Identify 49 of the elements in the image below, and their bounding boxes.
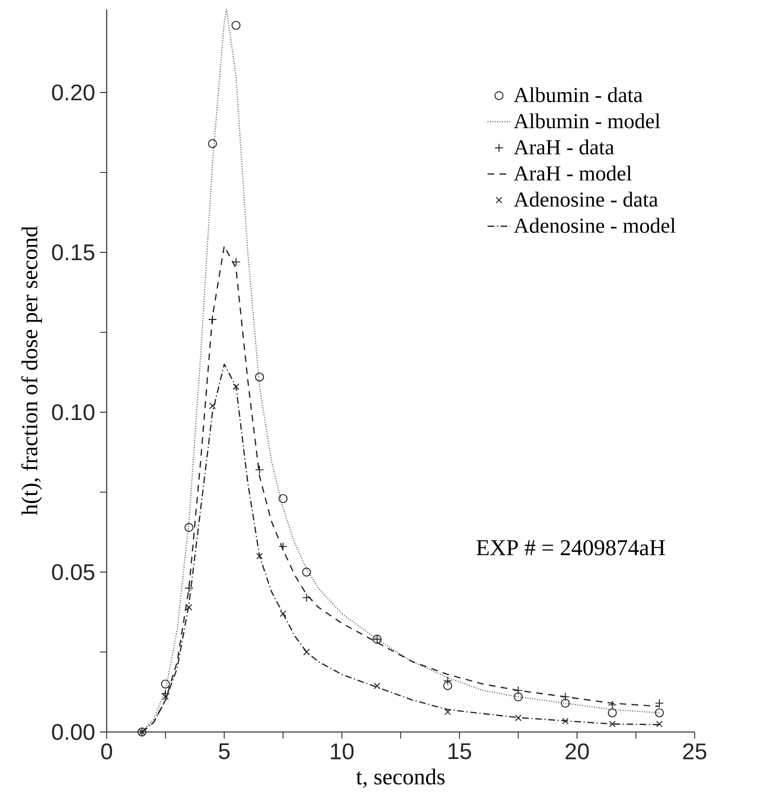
point <box>302 568 312 577</box>
point <box>256 552 263 560</box>
y-tick-label: 0.20 <box>52 84 94 101</box>
x-tick-label: 10 <box>330 743 354 760</box>
point <box>444 708 451 716</box>
point <box>654 698 664 708</box>
y-tick-label: 0.00 <box>52 724 94 740</box>
y-tick-label: 0.10 <box>52 404 94 420</box>
point <box>208 139 217 148</box>
point <box>278 494 288 504</box>
legend-label: Albumin - data <box>514 87 643 102</box>
annotation: EXP # = 2409874aH <box>476 540 665 556</box>
legend-label: AraH - data <box>514 139 614 154</box>
point <box>443 676 452 686</box>
y-tick-label: 0.05 <box>52 564 94 580</box>
point <box>608 700 617 710</box>
x-axis-title: t, seconds <box>356 768 445 788</box>
point <box>374 682 380 690</box>
x-tick-label: 5 <box>218 743 230 760</box>
x-tick-label: 20 <box>566 743 589 760</box>
point <box>609 720 616 728</box>
point <box>255 372 264 382</box>
point <box>186 604 192 611</box>
point <box>562 718 569 724</box>
point <box>303 648 310 656</box>
x-tick-label: 15 <box>448 743 472 760</box>
point <box>209 402 216 410</box>
point <box>162 694 169 700</box>
point <box>656 720 663 728</box>
legend-label: AraH - model <box>514 166 632 181</box>
point <box>560 698 570 708</box>
point <box>608 708 617 718</box>
point <box>184 522 194 532</box>
point <box>302 593 312 602</box>
point <box>232 383 240 390</box>
point <box>160 680 170 688</box>
point <box>232 20 240 30</box>
x-tick-label: 0 <box>101 743 112 760</box>
point <box>280 610 286 617</box>
legend-label: Albumin - model <box>514 113 660 128</box>
legend-label: Adenosine - data <box>514 192 658 207</box>
point <box>514 714 522 722</box>
y-axis-title: h(t), fraction of dose per second <box>21 226 42 516</box>
y-tick-label: 0.15 <box>52 244 94 260</box>
point <box>443 681 452 690</box>
x-tick-label: 25 <box>683 743 706 760</box>
point <box>514 692 523 702</box>
legend-label: Adenosine - model <box>514 218 676 233</box>
point <box>654 708 664 718</box>
